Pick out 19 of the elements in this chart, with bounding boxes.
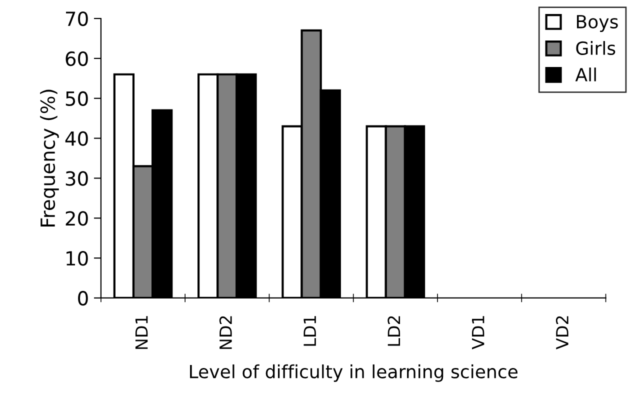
y-tick-label: 20 [66,211,88,226]
x-axis-title: Level of difficulty in learning science [190,364,518,382]
y-tick-label: 70 [66,11,88,26]
x-tick-label: ND1 [135,316,148,349]
x-tick-label: VD1 [472,316,484,350]
x-tick-label: LD2 [388,316,400,346]
y-tick-label: 30 [66,171,88,186]
x-tick-label: LD1 [304,316,316,346]
y-tick-label: 40 [65,131,88,146]
y-tick-label: 50 [66,91,88,106]
y-tick-label: 10 [66,251,88,266]
x-tick-label: ND2 [219,316,232,349]
legend-label: Boys [576,15,618,32]
x-tick-label: VD2 [556,316,568,350]
legend-label: Girls [576,41,616,56]
legend-label: All [575,68,596,82]
y-tick-label: 0 [78,290,88,306]
y-tick-label: 60 [66,51,88,66]
y-axis-title: Frequency (%) [40,90,59,226]
